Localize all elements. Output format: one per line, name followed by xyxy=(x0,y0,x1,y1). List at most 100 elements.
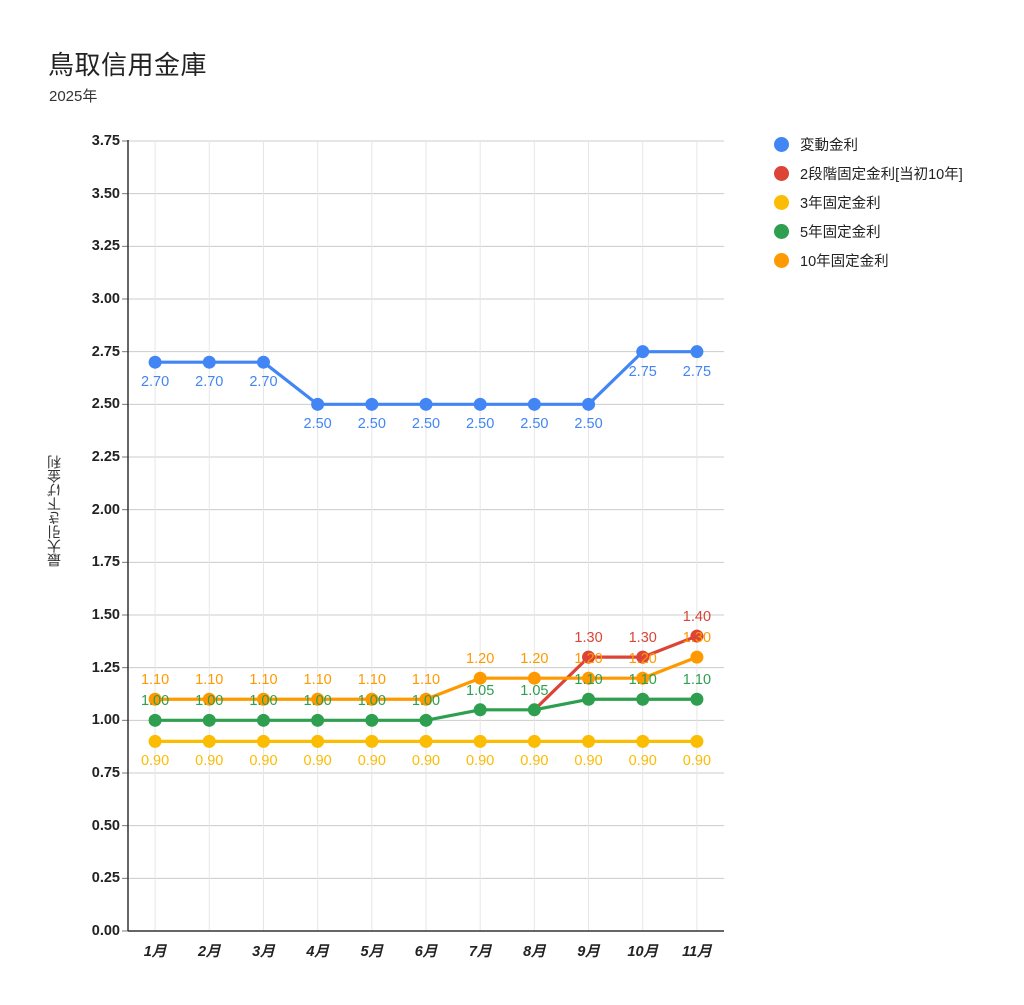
legend-item-label: 5年固定金利 xyxy=(800,224,881,241)
data-point-marker[interactable] xyxy=(636,345,650,359)
data-point-marker[interactable] xyxy=(582,650,596,664)
data-point-marker[interactable] xyxy=(636,734,650,748)
data-point-marker[interactable] xyxy=(202,355,216,369)
data-point-marker[interactable] xyxy=(148,734,162,748)
legend-item[interactable]: 10年固定金利 xyxy=(774,249,963,271)
y-tick-label: 1.00 xyxy=(91,712,120,729)
legend-item[interactable]: 5年固定金利 xyxy=(774,220,963,242)
y-tick-label: 1.75 xyxy=(91,554,120,571)
data-point-marker[interactable] xyxy=(311,713,325,727)
data-point-marker[interactable] xyxy=(256,713,270,727)
data-point-label: 1.10 xyxy=(303,672,332,689)
data-point-marker[interactable] xyxy=(582,397,596,411)
y-tick-label: 2.75 xyxy=(91,343,120,360)
y-tick-label: 0.25 xyxy=(91,870,120,887)
data-point-marker[interactable] xyxy=(256,734,270,748)
data-point-marker[interactable] xyxy=(365,692,379,706)
y-tick-label: 3.00 xyxy=(91,291,120,307)
data-point-label: 1.40 xyxy=(682,609,712,626)
data-point-marker[interactable] xyxy=(527,734,541,748)
data-point-label: 2.50 xyxy=(357,416,386,433)
data-point-marker[interactable] xyxy=(202,713,216,727)
data-point-label: 1.05 xyxy=(520,682,549,699)
data-point-marker[interactable] xyxy=(365,713,379,727)
data-point-marker[interactable] xyxy=(473,397,487,411)
data-point-marker[interactable] xyxy=(690,345,704,359)
data-point-label: 1.20 xyxy=(466,651,495,668)
data-point-label: 1.10 xyxy=(249,672,278,689)
data-point-label: 1.05 xyxy=(466,682,495,699)
data-point-marker[interactable] xyxy=(636,650,650,664)
data-point-marker[interactable] xyxy=(419,734,433,748)
data-point-marker[interactable] xyxy=(256,355,270,369)
data-point-marker[interactable] xyxy=(527,671,541,685)
data-point-marker[interactable] xyxy=(582,692,596,706)
data-point-label: 1.10 xyxy=(628,672,657,689)
legend-item-label: 変動金利 xyxy=(800,137,858,154)
series-line[interactable] xyxy=(532,634,699,712)
data-point-marker[interactable] xyxy=(473,734,487,748)
data-point-marker[interactable] xyxy=(148,713,162,727)
legend-item[interactable]: 3年固定金利 xyxy=(774,191,963,213)
data-point-label: 1.20 xyxy=(574,651,603,668)
x-tick-label: 1月 xyxy=(143,944,167,960)
data-point-marker[interactable] xyxy=(527,703,541,717)
chart-legend: 変動金利 2段階固定金利[当初10年] 3年固定金利 5年固定金利 10年固定金利 xyxy=(774,133,963,271)
data-point-label: 1.20 xyxy=(628,651,657,668)
data-point-marker[interactable] xyxy=(365,397,379,411)
data-point-label: 2.50 xyxy=(303,416,332,433)
data-point-marker[interactable] xyxy=(473,671,487,685)
data-point-label: 0.90 xyxy=(140,753,170,770)
data-point-label: 0.90 xyxy=(195,753,224,770)
data-point-label: 1.00 xyxy=(303,693,332,710)
data-point-label: 2.70 xyxy=(195,374,224,391)
data-point-label: 1.10 xyxy=(357,672,386,689)
data-point-marker[interactable] xyxy=(473,703,487,717)
data-point-marker[interactable] xyxy=(690,629,704,643)
data-point-marker[interactable] xyxy=(690,734,704,748)
data-point-marker[interactable] xyxy=(311,692,325,706)
legend-item-label: 10年固定金利 xyxy=(800,253,889,270)
data-point-marker[interactable] xyxy=(202,734,216,748)
data-point-marker[interactable] xyxy=(419,692,433,706)
legend-item[interactable]: 変動金利 xyxy=(774,133,963,155)
legend-item-label: 2段階固定金利[当初10年] xyxy=(800,166,963,183)
data-point-label: 0.90 xyxy=(520,753,549,770)
data-point-label: 2.50 xyxy=(574,416,603,433)
y-tick-label: 0.00 xyxy=(91,923,120,939)
data-point-marker[interactable] xyxy=(690,650,704,664)
data-point-marker[interactable] xyxy=(148,355,162,369)
data-point-marker[interactable] xyxy=(256,692,270,706)
legend-swatch-icon xyxy=(774,165,789,181)
data-point-label: 0.90 xyxy=(682,753,712,770)
y-tick-label: 2.00 xyxy=(91,501,120,518)
data-point-label: 1.30 xyxy=(574,630,603,647)
data-point-label: 0.90 xyxy=(628,753,657,770)
data-point-marker[interactable] xyxy=(202,692,216,706)
data-point-label: 0.90 xyxy=(466,753,495,770)
data-point-marker[interactable] xyxy=(148,692,162,706)
y-tick-label: 1.25 xyxy=(91,659,120,676)
page-title: 鳥取信用金庫 xyxy=(48,50,208,80)
data-point-marker[interactable] xyxy=(636,671,650,685)
data-point-marker[interactable] xyxy=(419,713,433,727)
data-point-marker[interactable] xyxy=(582,671,596,685)
y-tick-label: 3.25 xyxy=(91,238,120,255)
data-point-marker[interactable] xyxy=(419,397,433,411)
data-point-marker[interactable] xyxy=(636,692,650,706)
data-point-marker[interactable] xyxy=(582,734,596,748)
data-point-label: 1.00 xyxy=(195,693,224,710)
data-point-marker[interactable] xyxy=(690,692,704,706)
legend-item-label: 3年固定金利 xyxy=(800,195,881,212)
data-point-marker[interactable] xyxy=(311,734,325,748)
data-point-label: 1.10 xyxy=(411,672,441,689)
data-point-label: 1.00 xyxy=(411,693,441,710)
legend-item[interactable]: 2段階固定金利[当初10年] xyxy=(774,162,963,184)
y-tick-label: 3.75 xyxy=(91,133,120,149)
data-point-marker[interactable] xyxy=(527,397,541,411)
data-point-marker[interactable] xyxy=(365,734,379,748)
data-point-marker[interactable] xyxy=(311,397,325,411)
legend-swatch-icon xyxy=(774,252,789,268)
data-point-label: 0.90 xyxy=(357,753,386,770)
